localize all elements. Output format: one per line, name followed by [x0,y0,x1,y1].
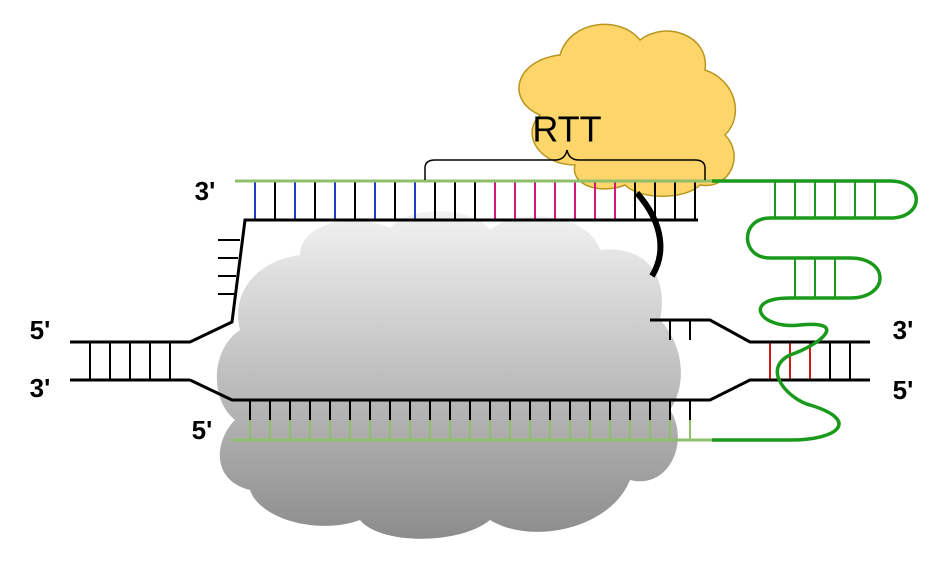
strand [650,318,870,344]
rtt-label: RTT [532,109,601,150]
rungs [89,181,876,440]
end-label: 5' [30,315,51,345]
brace [424,149,706,180]
end-label: 3' [30,373,51,403]
end-label: 3' [195,176,216,206]
end-label: 5' [192,415,213,445]
flap [712,179,918,442]
yellow-cloud [518,23,736,197]
strand [70,218,698,344]
end-label: 3' [893,315,914,345]
arm [634,191,664,278]
gray-cloud [216,210,681,539]
strand [189,378,870,402]
end-label: 5' [893,375,914,405]
